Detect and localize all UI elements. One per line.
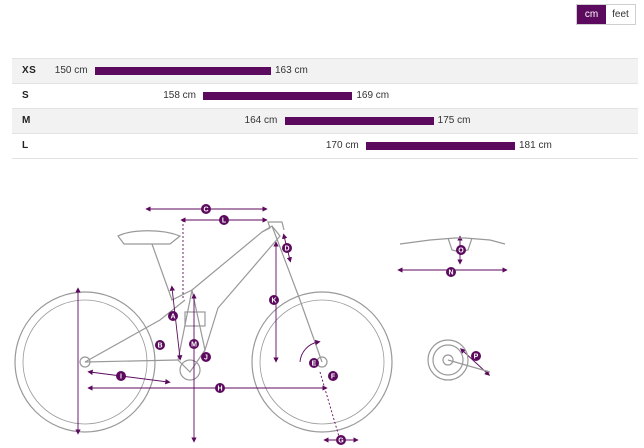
marker-a: A	[168, 311, 178, 321]
marker-h: H	[215, 383, 225, 393]
size-table: XS 150 cm 163 cm S 158 cm 169 cm M 164 c…	[12, 58, 638, 159]
range-bar	[203, 92, 353, 100]
marker-k: K	[269, 295, 279, 305]
svg-text:N: N	[448, 270, 453, 277]
svg-text:A: A	[170, 314, 175, 321]
svg-text:E: E	[312, 361, 317, 368]
range-min: 150 cm	[54, 65, 88, 76]
range-min: 170 cm	[325, 140, 359, 151]
svg-text:G: G	[338, 438, 344, 445]
front-wheel	[251, 291, 393, 433]
svg-text:F: F	[331, 374, 336, 381]
range-max: 169 cm	[356, 90, 390, 101]
crankset-view	[427, 339, 491, 381]
unit-cm-button[interactable]: cm	[577, 5, 606, 24]
marker-l: L	[219, 215, 229, 225]
bike-frame	[84, 221, 323, 381]
marker-m: M	[189, 339, 199, 349]
svg-text:I: I	[120, 374, 122, 381]
range-min: 158 cm	[163, 90, 197, 101]
handlebar-view	[399, 237, 506, 253]
svg-text:P: P	[474, 354, 479, 361]
svg-text:H: H	[217, 386, 222, 393]
marker-p: P	[471, 351, 481, 361]
svg-text:L: L	[222, 218, 227, 225]
marker-g: G	[336, 435, 346, 445]
svg-text:B: B	[157, 343, 162, 350]
size-label: XS	[22, 65, 37, 76]
range-min: 164 cm	[244, 115, 278, 126]
svg-text:O: O	[458, 248, 464, 255]
range-max: 175 cm	[437, 115, 471, 126]
svg-text:K: K	[271, 298, 276, 305]
marker-n: N	[446, 267, 456, 277]
svg-text:J: J	[204, 355, 208, 362]
unit-feet-button[interactable]: feet	[606, 5, 635, 24]
range-max: 181 cm	[519, 140, 552, 151]
size-row-s: S 158 cm 169 cm	[12, 83, 638, 108]
svg-text:C: C	[203, 207, 208, 214]
svg-text:M: M	[191, 342, 197, 349]
marker-e: E	[309, 358, 319, 368]
marker-b: B	[155, 340, 165, 350]
geometry-markers: A B C D E F G H I J K L M N O P	[116, 204, 481, 445]
marker-c: C	[201, 204, 211, 214]
marker-i: I	[116, 371, 126, 381]
size-row-m: M 164 cm 175 cm	[12, 108, 638, 133]
marker-d: D	[282, 243, 292, 253]
unit-toggle: cm feet	[576, 4, 636, 25]
size-label: S	[22, 90, 30, 101]
size-row-xs: XS 150 cm 163 cm	[12, 58, 638, 83]
range-bar	[94, 67, 271, 75]
range-bar	[284, 117, 434, 125]
size-row-l: L 170 cm 181 cm	[12, 133, 638, 159]
range-max: 163 cm	[275, 65, 308, 76]
marker-o: O	[456, 245, 466, 255]
size-label: L	[22, 140, 29, 151]
marker-j: J	[201, 352, 211, 362]
svg-text:D: D	[284, 246, 289, 253]
range-bar	[365, 142, 515, 150]
size-label: M	[22, 115, 31, 126]
marker-f: F	[328, 371, 338, 381]
